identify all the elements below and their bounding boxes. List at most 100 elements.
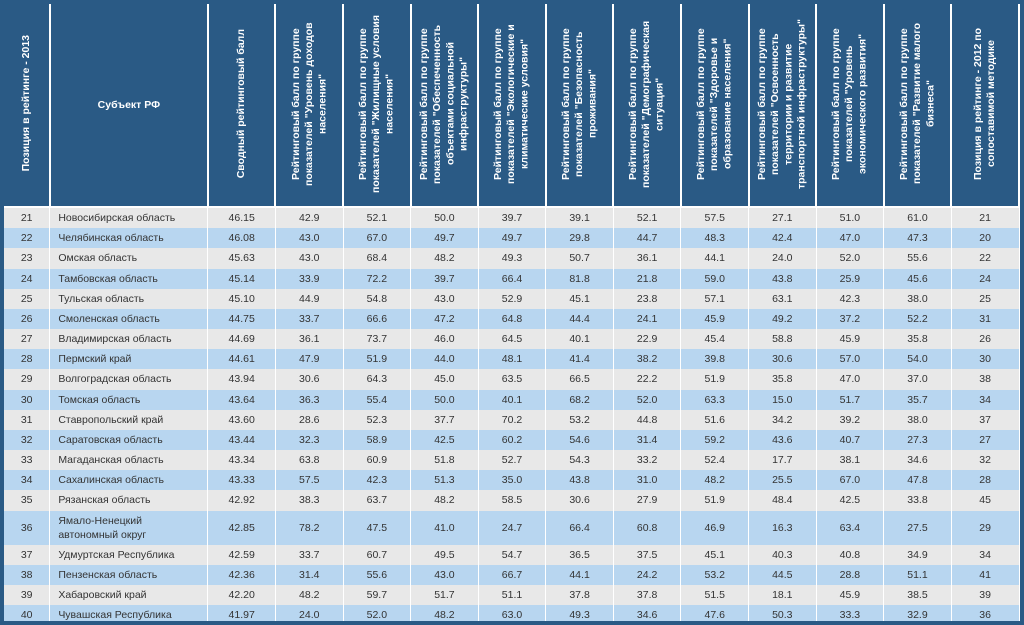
cell-subject: Волгоградская область bbox=[50, 369, 208, 389]
cell-econ: 45.9 bbox=[816, 329, 884, 349]
cell-pos2012: 34 bbox=[951, 390, 1019, 410]
cell-pos2012: 26 bbox=[951, 329, 1019, 349]
cell-safety: 68.2 bbox=[546, 390, 614, 410]
cell-income: 38.3 bbox=[275, 490, 343, 510]
cell-health: 45.9 bbox=[681, 309, 749, 329]
cell-demo: 44.8 bbox=[613, 410, 681, 430]
cell-pos2013: 22 bbox=[4, 228, 50, 248]
cell-transport: 43.6 bbox=[749, 430, 817, 450]
cell-transport: 43.8 bbox=[749, 269, 817, 289]
cell-safety: 54.6 bbox=[546, 430, 614, 450]
cell-transport: 50.3 bbox=[749, 605, 817, 625]
cell-eco: 49.7 bbox=[478, 228, 546, 248]
cell-eco: 49.3 bbox=[478, 248, 546, 268]
cell-subject: Удмуртская Республика bbox=[50, 545, 208, 565]
cell-transport: 49.2 bbox=[749, 309, 817, 329]
cell-health: 44.1 bbox=[681, 248, 749, 268]
col-header-transport: Рейтинговый балл по группе показателей "… bbox=[749, 4, 817, 207]
cell-health: 51.9 bbox=[681, 369, 749, 389]
cell-income: 57.5 bbox=[275, 470, 343, 490]
cell-smallbiz: 35.7 bbox=[884, 390, 952, 410]
col-header-income: Рейтинговый балл по группе показателей "… bbox=[275, 4, 343, 207]
cell-pos2013: 26 bbox=[4, 309, 50, 329]
cell-social: 49.5 bbox=[411, 545, 479, 565]
cell-subject: Челябинская область bbox=[50, 228, 208, 248]
table-row: 27Владимирская область44.6936.173.746.06… bbox=[4, 329, 1019, 349]
cell-demo: 36.1 bbox=[613, 248, 681, 268]
cell-health: 53.2 bbox=[681, 565, 749, 585]
cell-housing: 59.7 bbox=[343, 585, 411, 605]
cell-pos2013: 39 bbox=[4, 585, 50, 605]
cell-subject: Рязанская область bbox=[50, 490, 208, 510]
cell-eco: 70.2 bbox=[478, 410, 546, 430]
cell-smallbiz: 52.2 bbox=[884, 309, 952, 329]
cell-eco: 52.7 bbox=[478, 450, 546, 470]
cell-score: 43.94 bbox=[208, 369, 276, 389]
cell-subject: Ямало-Ненецкий автономный округ bbox=[50, 511, 208, 545]
cell-pos2012: 45 bbox=[951, 490, 1019, 510]
cell-eco: 63.0 bbox=[478, 605, 546, 625]
cell-health: 51.5 bbox=[681, 585, 749, 605]
cell-safety: 43.8 bbox=[546, 470, 614, 490]
cell-smallbiz: 38.5 bbox=[884, 585, 952, 605]
cell-pos2013: 25 bbox=[4, 289, 50, 309]
cell-demo: 52.0 bbox=[613, 390, 681, 410]
cell-transport: 48.4 bbox=[749, 490, 817, 510]
cell-demo: 31.0 bbox=[613, 470, 681, 490]
cell-demo: 34.6 bbox=[613, 605, 681, 625]
cell-health: 39.8 bbox=[681, 349, 749, 369]
cell-transport: 18.1 bbox=[749, 585, 817, 605]
cell-housing: 66.6 bbox=[343, 309, 411, 329]
cell-transport: 63.1 bbox=[749, 289, 817, 309]
cell-score: 42.36 bbox=[208, 565, 276, 585]
cell-eco: 64.8 bbox=[478, 309, 546, 329]
cell-smallbiz: 55.6 bbox=[884, 248, 952, 268]
cell-income: 42.9 bbox=[275, 207, 343, 228]
cell-social: 49.7 bbox=[411, 228, 479, 248]
cell-smallbiz: 54.0 bbox=[884, 349, 952, 369]
cell-subject: Ставропольский край bbox=[50, 410, 208, 430]
cell-safety: 50.7 bbox=[546, 248, 614, 268]
cell-housing: 73.7 bbox=[343, 329, 411, 349]
cell-pos2012: 29 bbox=[951, 511, 1019, 545]
cell-pos2012: 24 bbox=[951, 269, 1019, 289]
table-row: 25Тульская область45.1044.954.843.052.94… bbox=[4, 289, 1019, 309]
table-row: 40Чувашская Республика41.9724.052.048.26… bbox=[4, 605, 1019, 625]
cell-subject: Пензенская область bbox=[50, 565, 208, 585]
table-row: 29Волгоградская область43.9430.664.345.0… bbox=[4, 369, 1019, 389]
cell-eco: 52.9 bbox=[478, 289, 546, 309]
cell-safety: 39.1 bbox=[546, 207, 614, 228]
cell-demo: 60.8 bbox=[613, 511, 681, 545]
table-row: 31Ставропольский край43.6028.652.337.770… bbox=[4, 410, 1019, 430]
cell-eco: 48.1 bbox=[478, 349, 546, 369]
cell-housing: 68.4 bbox=[343, 248, 411, 268]
cell-health: 48.2 bbox=[681, 470, 749, 490]
cell-subject: Омская область bbox=[50, 248, 208, 268]
cell-income: 28.6 bbox=[275, 410, 343, 430]
cell-pos2013: 30 bbox=[4, 390, 50, 410]
cell-pos2013: 24 bbox=[4, 269, 50, 289]
cell-pos2013: 32 bbox=[4, 430, 50, 450]
cell-safety: 44.4 bbox=[546, 309, 614, 329]
cell-pos2013: 35 bbox=[4, 490, 50, 510]
col-header-pos2013: Позиция в рейтинге - 2013 bbox=[4, 4, 50, 207]
cell-smallbiz: 47.3 bbox=[884, 228, 952, 248]
table-row: 22Челябинская область46.0843.067.049.749… bbox=[4, 228, 1019, 248]
cell-safety: 53.2 bbox=[546, 410, 614, 430]
table-row: 39Хабаровский край42.2048.259.751.751.13… bbox=[4, 585, 1019, 605]
cell-score: 46.15 bbox=[208, 207, 276, 228]
cell-smallbiz: 37.0 bbox=[884, 369, 952, 389]
col-header-demo: Рейтинговый балл по группе показателей "… bbox=[613, 4, 681, 207]
cell-income: 32.3 bbox=[275, 430, 343, 450]
table-row: 33Магаданская область43.3463.860.951.852… bbox=[4, 450, 1019, 470]
cell-pos2012: 30 bbox=[951, 349, 1019, 369]
cell-pos2012: 31 bbox=[951, 309, 1019, 329]
cell-eco: 66.7 bbox=[478, 565, 546, 585]
cell-eco: 64.5 bbox=[478, 329, 546, 349]
col-header-econ: Рейтинговый балл по группе показателей "… bbox=[816, 4, 884, 207]
cell-demo: 33.2 bbox=[613, 450, 681, 470]
cell-pos2013: 40 bbox=[4, 605, 50, 625]
cell-score: 43.44 bbox=[208, 430, 276, 450]
cell-social: 37.7 bbox=[411, 410, 479, 430]
cell-housing: 52.0 bbox=[343, 605, 411, 625]
